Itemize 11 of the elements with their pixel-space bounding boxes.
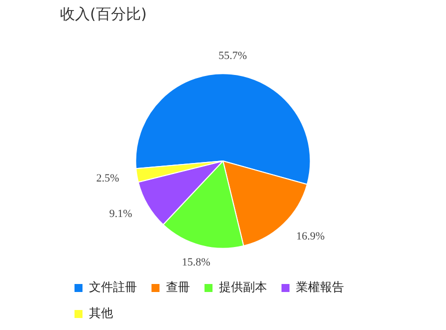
legend-label: 其他	[89, 306, 113, 320]
legend-label: 提供副本	[219, 280, 267, 294]
data-label: 16.9%	[296, 230, 325, 243]
legend-label: 業權報告	[296, 280, 344, 294]
data-label: 15.8%	[182, 256, 210, 269]
data-label: 55.7%	[218, 50, 247, 62]
legend-label: 文件註冊	[89, 280, 137, 294]
data-label: 2.5%	[96, 172, 120, 184]
chart-title: 收入(百分比)	[60, 4, 147, 23]
legend-label: 查冊	[166, 280, 190, 294]
data-label: 9.1%	[109, 208, 132, 220]
